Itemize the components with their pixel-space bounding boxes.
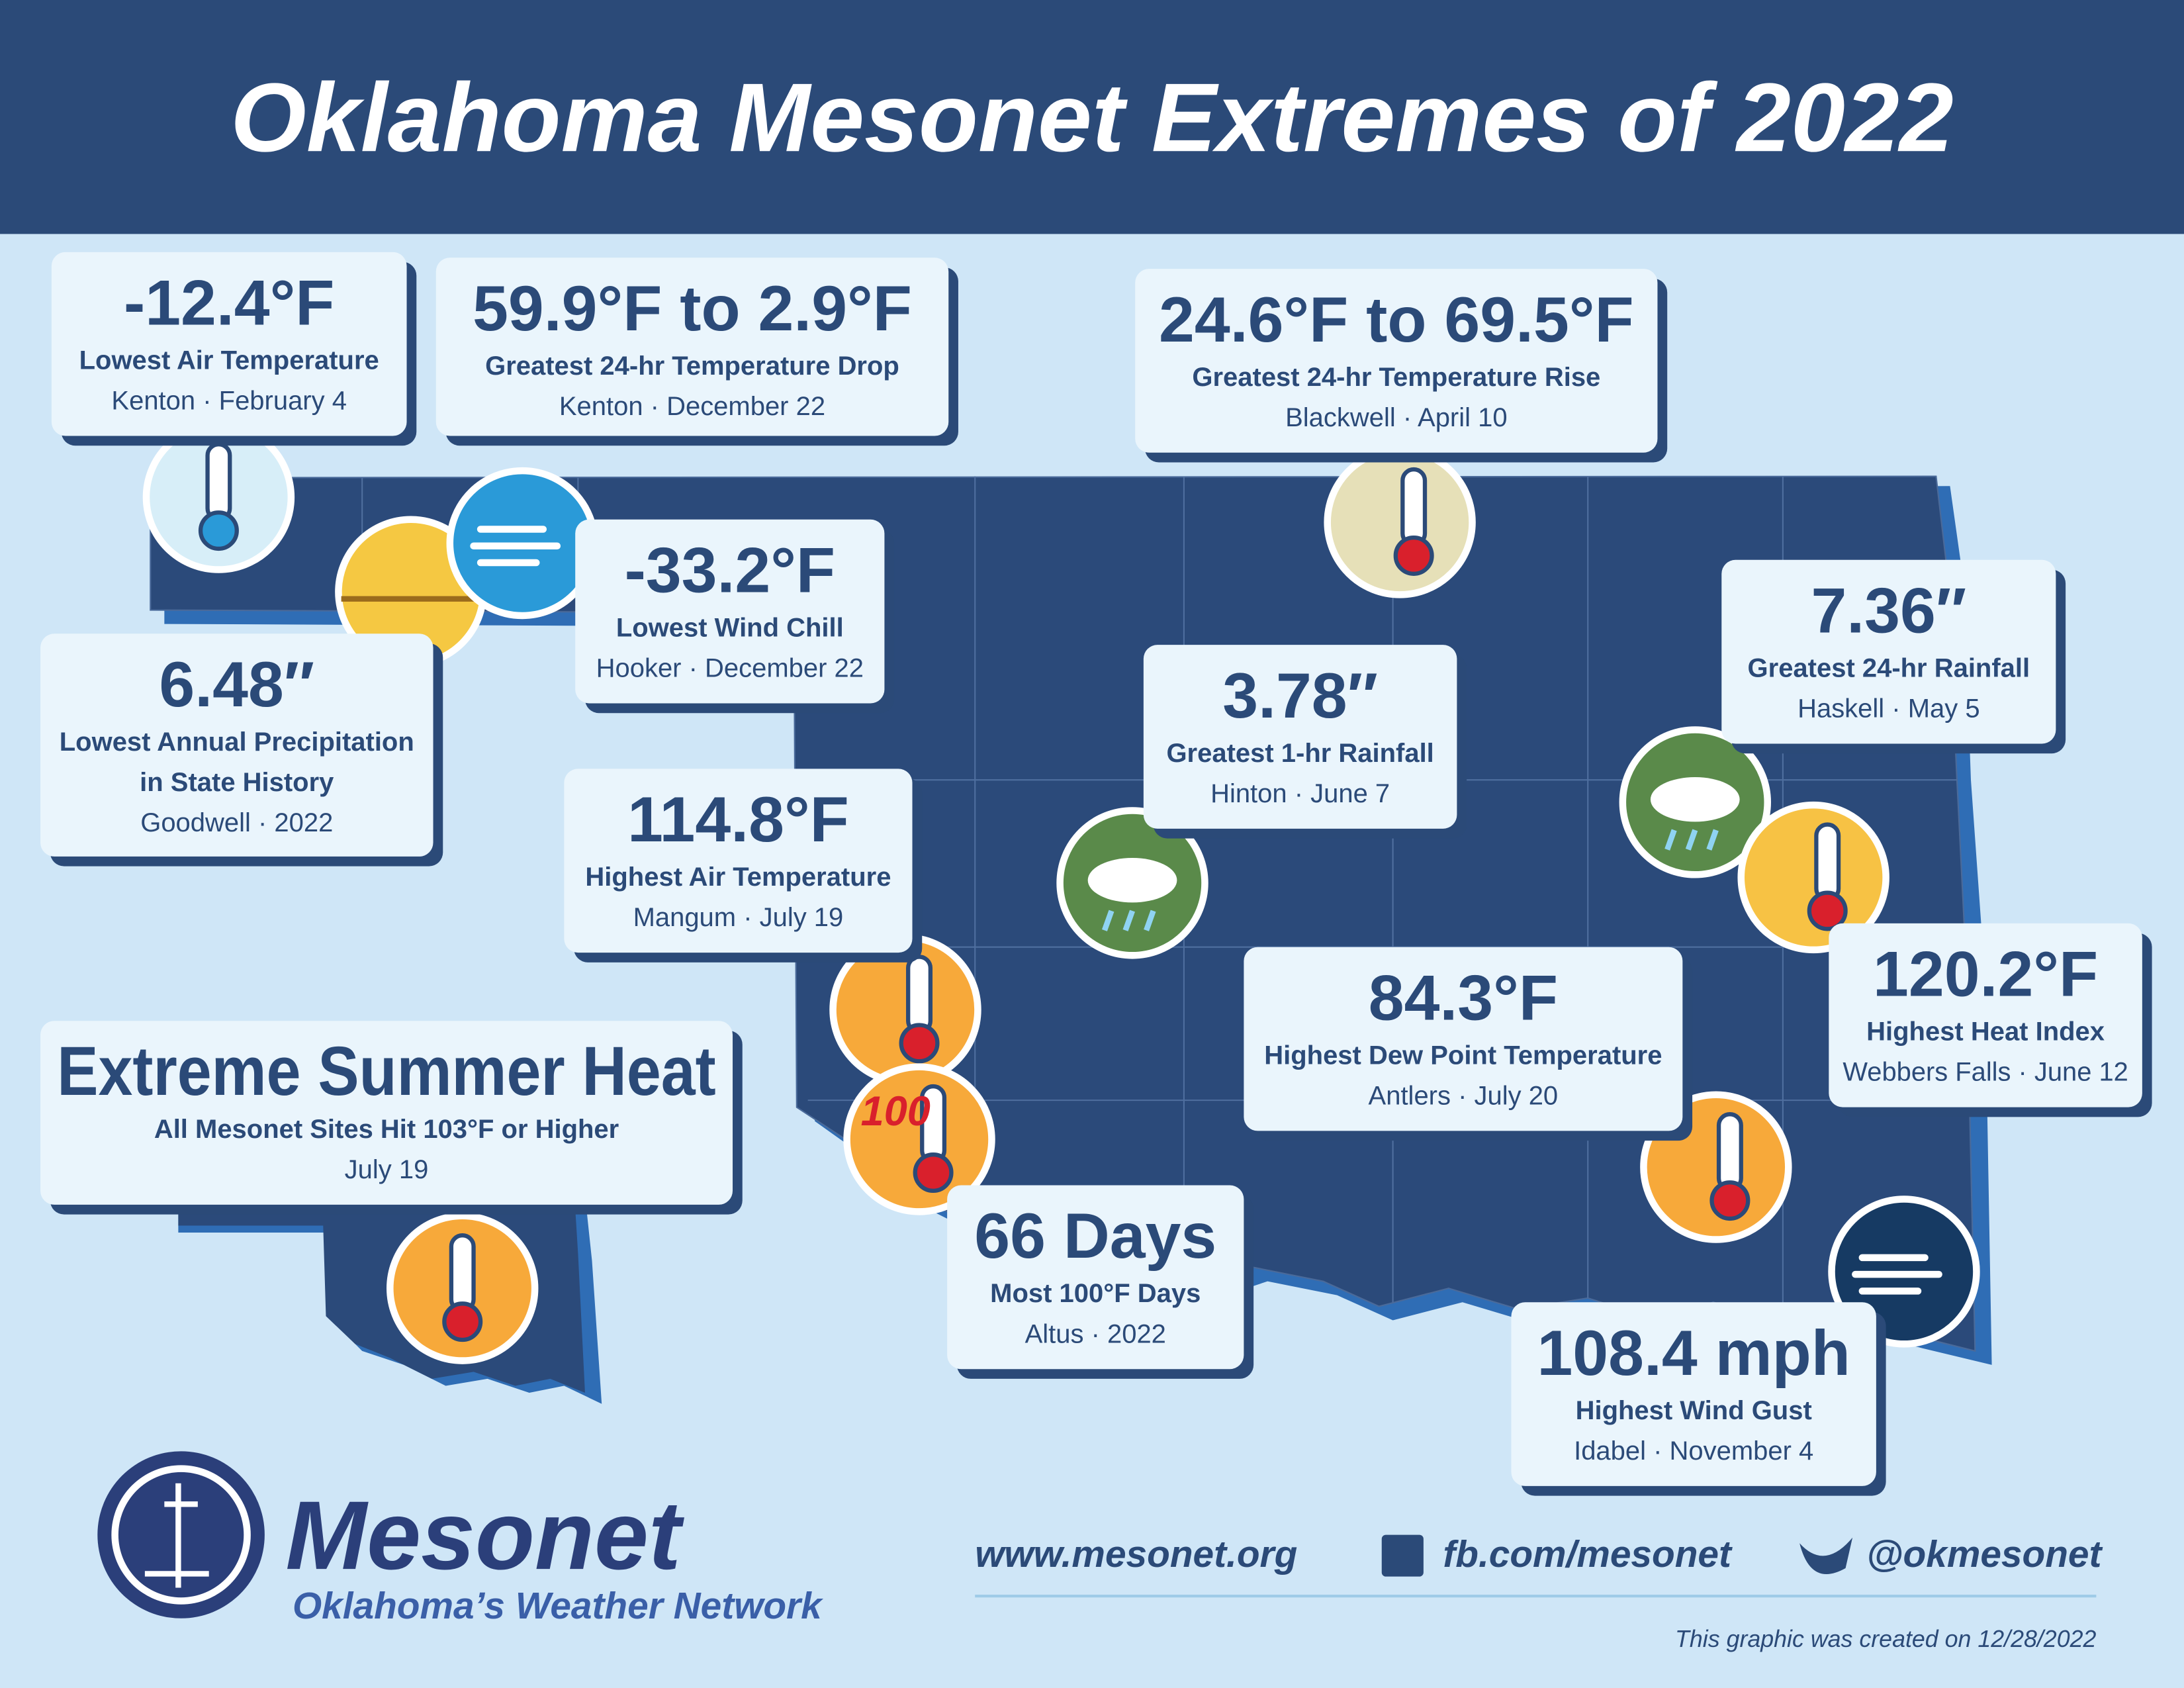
logo-tower [144, 1483, 209, 1588]
card-label: Highest Wind Gust [1576, 1396, 1812, 1425]
card-detail: Webbers Falls · June 12 [1843, 1058, 2128, 1087]
card-value: 7.36″ [1811, 575, 1966, 647]
twitter-icon [1799, 1537, 1853, 1575]
thermometer-tube [906, 955, 933, 1035]
rain [1101, 910, 1156, 931]
card-value: 114.8°F [627, 783, 849, 855]
header-band [0, 0, 2184, 234]
thermometer-tube [449, 1233, 476, 1313]
card-label: Highest Air Temperature [585, 863, 891, 892]
thermometer-bulb [1393, 535, 1434, 576]
card-detail: Mangum · July 19 [633, 903, 844, 932]
card-detail: Kenton · February 4 [111, 387, 347, 416]
card-value: 59.9°F to 2.9°F [473, 272, 912, 344]
card [947, 1185, 1244, 1370]
card [1511, 1302, 1876, 1486]
icon-badge [1737, 801, 1889, 954]
facebook-link[interactable]: fb.com/mesonet [1443, 1534, 1733, 1575]
card-detail: Altus · 2022 [1025, 1319, 1166, 1348]
card-label: All Mesonet Sites Hit 103°F or Higher [154, 1115, 619, 1144]
thermometer-tube [205, 442, 232, 522]
thermometer-bulb [1807, 890, 1848, 931]
icon-badge [1324, 446, 1476, 598]
card-value: 120.2°F [1873, 938, 2098, 1010]
title: Oklahoma Mesonet Extremes of 2022 [230, 64, 1953, 172]
twitter-link[interactable]: @okmesonet [1866, 1534, 2103, 1575]
rain [1664, 829, 1719, 851]
facebook-icon [1381, 1534, 1424, 1577]
card-label: Highest Heat Index [1866, 1017, 2105, 1047]
icon-label: 100 [861, 1088, 931, 1135]
card [1829, 923, 2142, 1107]
card-label: Highest Dew Point Temperature [1264, 1041, 1662, 1070]
card-detail: Antlers · July 20 [1369, 1081, 1559, 1110]
website-link[interactable]: www.mesonet.org [975, 1534, 1297, 1575]
card [435, 258, 949, 436]
thermometer-tube [1400, 467, 1428, 547]
card-label: in State History [140, 768, 334, 797]
thermometer-tube [1814, 822, 1841, 902]
thermometer-bulb [198, 510, 239, 551]
card-value: -33.2°F [625, 534, 835, 606]
card-detail: Hooker · December 22 [596, 654, 864, 683]
thermometer-bulb [913, 1152, 954, 1194]
card-label: Greatest 24-hr Temperature Rise [1192, 363, 1600, 392]
card-label: Lowest Annual Precipitation [60, 727, 414, 757]
card-detail: Idabel · November 4 [1574, 1436, 1813, 1466]
card-value: -12.4°F [124, 267, 334, 339]
card [40, 1021, 733, 1205]
card [51, 252, 407, 436]
wind [470, 526, 561, 567]
card-value: 24.6°F to 69.5°F [1159, 283, 1634, 355]
card-label: Greatest 24-hr Temperature Drop [485, 352, 899, 381]
icon-badge [843, 1063, 995, 1215]
card-label: Greatest 1-hr Rainfall [1166, 739, 1433, 768]
card [1135, 269, 1658, 453]
cloud [1087, 858, 1177, 903]
creation-note: This graphic was created on 12/28/2022 [1675, 1626, 2096, 1652]
card [564, 769, 913, 953]
card-label: Lowest Air Temperature [79, 346, 379, 375]
thermometer-bulb [442, 1301, 483, 1342]
card-label: Most 100°F Days [990, 1279, 1201, 1308]
card-label: Lowest Wind Chill [616, 614, 844, 643]
card-value: 3.78″ [1222, 659, 1378, 731]
card [575, 519, 885, 704]
card-detail: July 19 [345, 1155, 429, 1184]
cloud [1650, 777, 1740, 822]
wind [1852, 1254, 1942, 1295]
card [1244, 947, 1683, 1131]
card [40, 633, 433, 857]
card-detail: Kenton · December 22 [559, 392, 825, 421]
card-detail: Goodwell · 2022 [140, 808, 333, 837]
thermometer-bulb [899, 1023, 940, 1064]
card-value: 66 Days [974, 1199, 1216, 1272]
card-value: Extreme Summer Heat [57, 1033, 715, 1110]
card-label: Greatest 24-hr Rainfall [1748, 654, 2030, 683]
card-value: 108.4 mph [1537, 1317, 1850, 1389]
card-detail: Haskell · May 5 [1797, 694, 1979, 724]
card-detail: Hinton · June 7 [1210, 779, 1390, 808]
card [1143, 645, 1457, 829]
card [1721, 559, 2056, 744]
thermometer-bulb [1709, 1180, 1751, 1221]
card-value: 84.3°F [1369, 961, 1558, 1033]
thermometer-tube [1716, 1112, 1743, 1192]
logo-text: Mesonet [285, 1481, 684, 1590]
card-value: 6.48″ [159, 648, 314, 720]
tagline: Oklahoma’s Weather Network [293, 1585, 823, 1627]
card-detail: Blackwell · April 10 [1285, 403, 1507, 432]
